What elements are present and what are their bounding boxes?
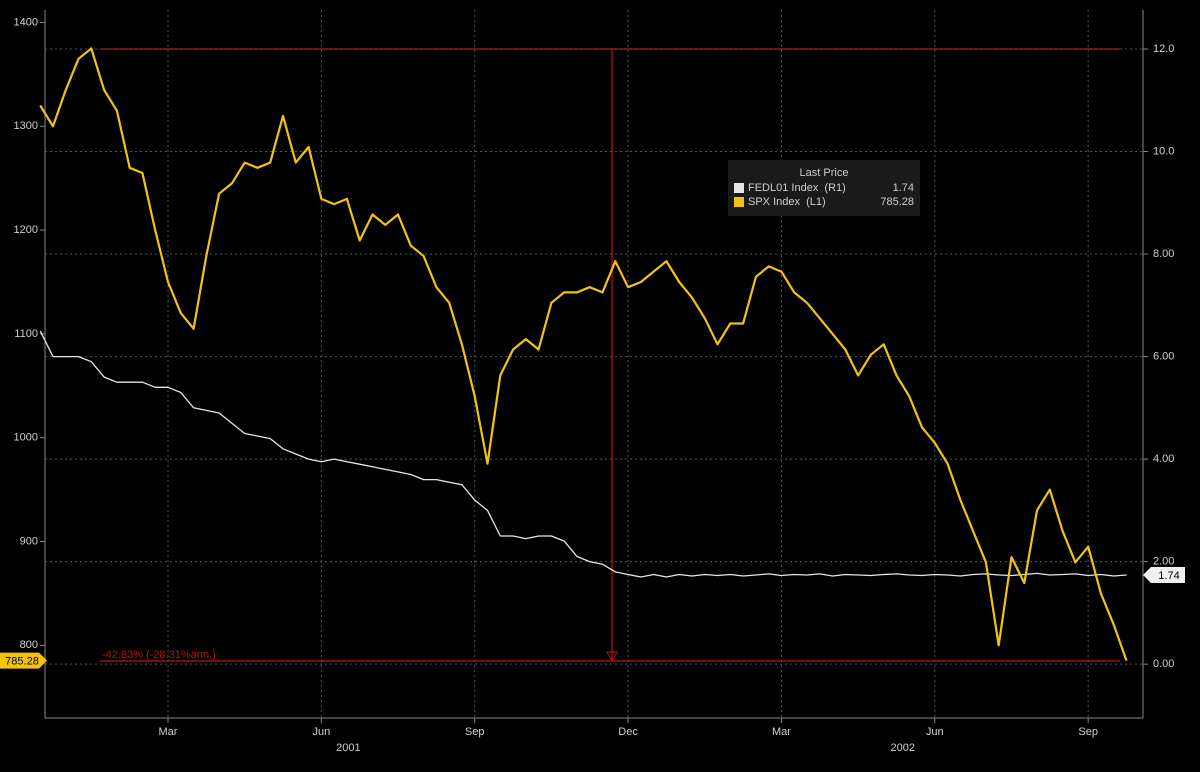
last-value-tag <box>1143 566 1185 583</box>
last-value-label: 785.28 <box>5 656 39 668</box>
y2-tick-label: 12.0 <box>1153 43 1174 55</box>
legend-label: SPX Index (L1) <box>748 196 826 208</box>
y-tick-label: 1300 <box>14 120 38 132</box>
legend-swatch <box>734 197 744 207</box>
y2-tick-label: 6.00 <box>1153 350 1174 362</box>
x-tick-label: Sep <box>1078 726 1098 738</box>
y2-tick-label: 8.00 <box>1153 248 1174 260</box>
legend-value: 1.74 <box>893 182 914 194</box>
y-tick-label: 1400 <box>14 16 38 28</box>
series-line <box>39 330 1127 578</box>
range-arrow <box>606 651 618 663</box>
y2-tick-label: 0.00 <box>1153 658 1174 670</box>
y-tick-label: 1100 <box>14 328 38 340</box>
y-tick-label: 800 <box>20 639 38 651</box>
x-tick-label: Mar <box>772 726 791 738</box>
legend-box <box>728 160 920 216</box>
x-tick-label: Jun <box>312 726 330 738</box>
change-annotation: -42.83% (-28.31%ann.) <box>102 649 216 661</box>
y-tick-label: 1200 <box>14 224 38 236</box>
legend-swatch <box>734 183 744 193</box>
y2-tick-label: 10.0 <box>1153 145 1174 157</box>
y-tick-label: 1000 <box>14 432 38 444</box>
x-tick-label: Dec <box>618 726 638 738</box>
x-tick-label: Mar <box>159 726 178 738</box>
year-label: 2002 <box>891 742 915 754</box>
x-tick-label: Sep <box>465 726 485 738</box>
y2-tick-label: 2.00 <box>1153 556 1174 568</box>
y-tick-label: 900 <box>20 535 38 547</box>
y2-tick-label: 4.00 <box>1153 453 1174 465</box>
last-value-tag <box>0 652 47 669</box>
last-value-label: 1.74 <box>1158 570 1179 582</box>
year-label: 2001 <box>336 742 360 754</box>
legend-label: FEDL01 Index (R1) <box>748 182 846 194</box>
x-tick-label: Jun <box>926 726 944 738</box>
legend-value: 785.28 <box>880 196 914 208</box>
legend-title: Last Price <box>800 167 849 179</box>
series-line <box>39 47 1128 661</box>
